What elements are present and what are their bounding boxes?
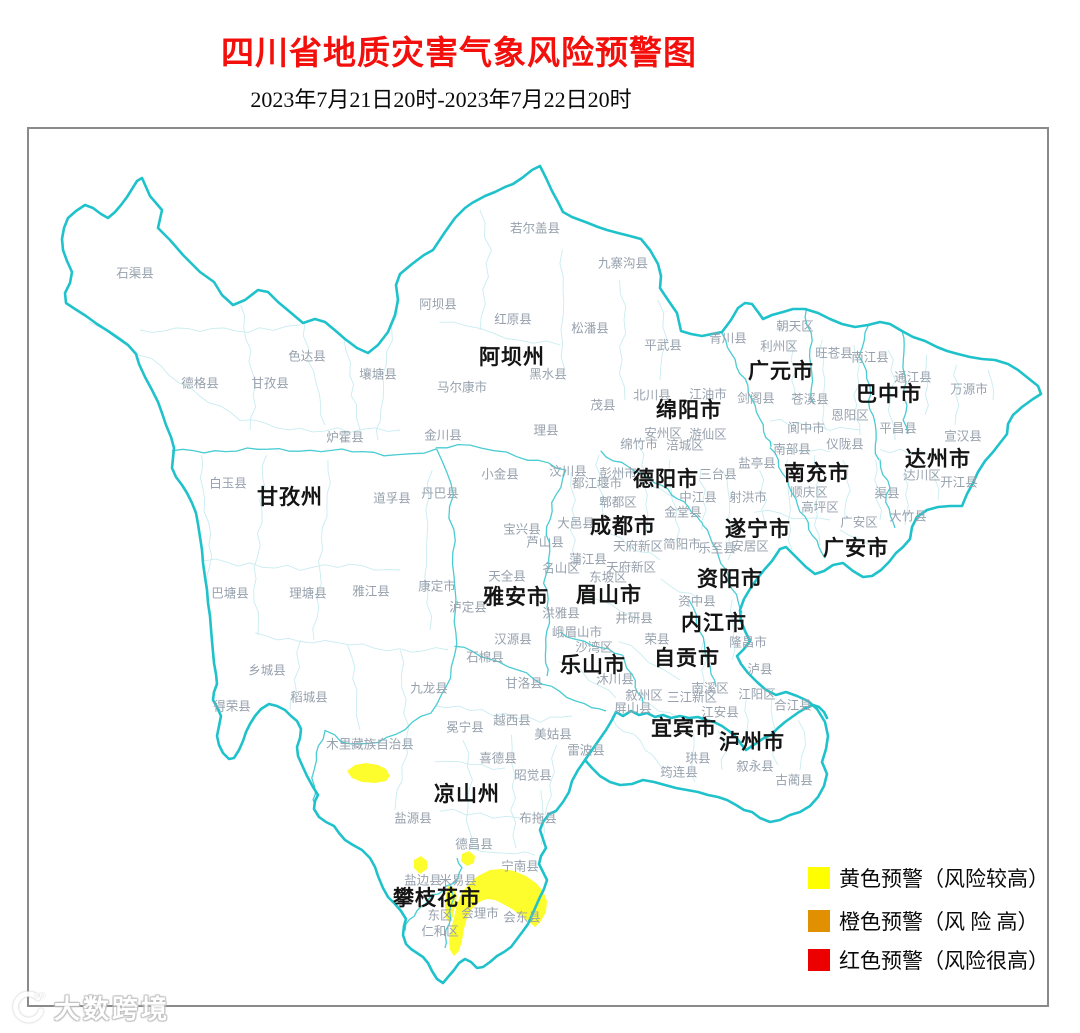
yellow-warning-label: 黄色预警（风险较高） — [839, 867, 1049, 891]
svg-text:co: co — [34, 990, 46, 1001]
orange-warning-swatch — [808, 910, 830, 932]
county-boundaries — [88, 209, 995, 856]
watermark: co 大数跨境 — [8, 988, 170, 1026]
legend-row-red: 红色预警（风险很高） — [808, 945, 1049, 975]
sichuan-outline — [60, 164, 1043, 985]
yellow-warning-area — [414, 856, 427, 874]
yellow-warning-area — [449, 869, 547, 956]
yellow-warning-area — [347, 763, 390, 783]
page-title: 四川省地质灾害气象风险预警图 — [221, 34, 697, 71]
province-boundary — [60, 164, 1043, 985]
watermark-logo-icon: co — [13, 990, 46, 1023]
legend-row-orange: 橙色预警（风 险 高） — [808, 906, 1039, 936]
prefecture-boundaries — [171, 308, 909, 949]
legend-row-yellow: 黄色预警（风险较高） — [808, 863, 1049, 893]
validity-period: 2023年7月21日20时-2023年7月22日20时 — [250, 87, 632, 112]
map-frame — [27, 127, 1049, 1007]
red-warning-label: 红色预警（风险很高） — [839, 949, 1049, 973]
yellow-warning-swatch — [808, 867, 830, 889]
red-warning-swatch — [808, 949, 830, 971]
yellow-warning-area — [461, 851, 475, 866]
yangtze-river-line — [583, 703, 829, 762]
orange-warning-label: 橙色预警（风 险 高） — [839, 910, 1039, 934]
watermark-text: 大数跨境 — [54, 993, 171, 1024]
